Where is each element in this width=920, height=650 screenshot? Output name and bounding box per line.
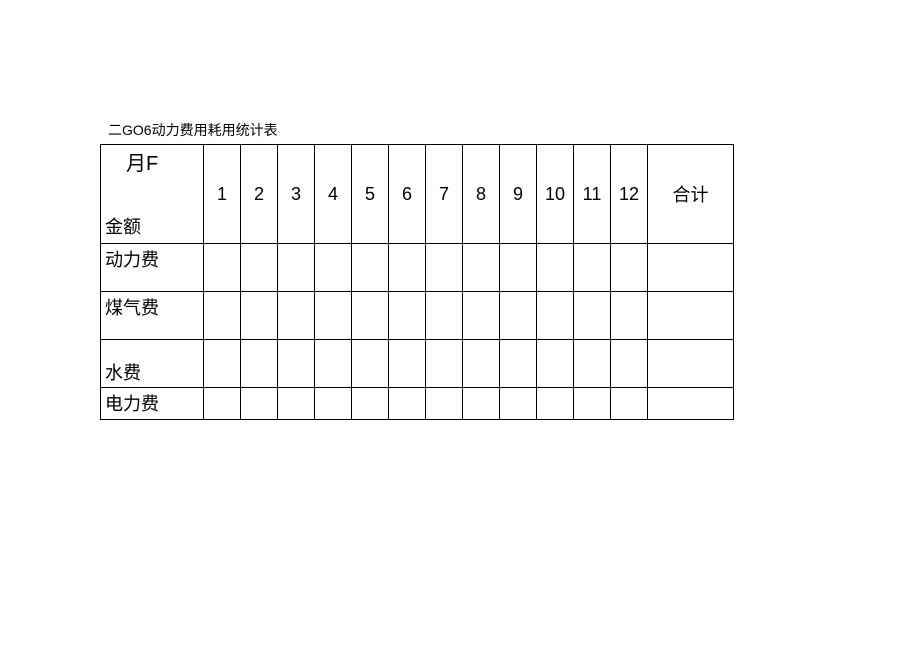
data-cell	[611, 388, 648, 420]
month-header: 5	[352, 145, 389, 244]
data-cell	[389, 244, 426, 292]
data-cell	[500, 244, 537, 292]
data-cell	[204, 244, 241, 292]
data-cell	[574, 244, 611, 292]
data-cell	[537, 292, 574, 340]
row-label: 电力费	[101, 388, 204, 420]
data-cell	[574, 292, 611, 340]
table-row: 动力费	[101, 244, 734, 292]
month-header: 4	[315, 145, 352, 244]
data-cell	[426, 388, 463, 420]
data-cell	[315, 340, 352, 388]
data-cell	[611, 340, 648, 388]
data-cell	[500, 388, 537, 420]
data-cell	[278, 292, 315, 340]
table-row: 水费	[101, 340, 734, 388]
data-cell	[241, 292, 278, 340]
month-header: 1	[204, 145, 241, 244]
data-cell	[537, 244, 574, 292]
data-cell	[278, 244, 315, 292]
data-cell	[241, 388, 278, 420]
data-cell	[278, 340, 315, 388]
data-cell	[389, 340, 426, 388]
month-header: 12	[611, 145, 648, 244]
data-cell	[241, 340, 278, 388]
data-cell	[389, 388, 426, 420]
data-cell	[204, 292, 241, 340]
data-cell	[315, 244, 352, 292]
table-row: 煤气费	[101, 292, 734, 340]
total-header: 合计	[648, 145, 734, 244]
data-cell	[574, 388, 611, 420]
row-label: 煤气费	[101, 292, 204, 340]
month-header: 8	[463, 145, 500, 244]
month-header: 7	[426, 145, 463, 244]
total-cell	[648, 388, 734, 420]
data-cell	[537, 388, 574, 420]
data-cell	[537, 340, 574, 388]
header-row: 月F 金额 1 2 3 4 5 6 7 8 9 10 11 12 合计	[101, 145, 734, 244]
table-title: 二GO6动力费用耗用统计表	[100, 120, 734, 140]
data-cell	[204, 340, 241, 388]
corner-top-label: 月F	[126, 147, 158, 176]
total-cell	[648, 292, 734, 340]
data-cell	[426, 340, 463, 388]
corner-cell: 月F 金额	[101, 145, 204, 244]
data-cell	[315, 388, 352, 420]
month-header: 9	[500, 145, 537, 244]
month-header: 3	[278, 145, 315, 244]
data-cell	[574, 340, 611, 388]
total-cell	[648, 244, 734, 292]
data-cell	[389, 292, 426, 340]
data-cell	[463, 244, 500, 292]
data-cell	[500, 292, 537, 340]
month-header: 10	[537, 145, 574, 244]
expense-table: 月F 金额 1 2 3 4 5 6 7 8 9 10 11 12 合计 动力费	[100, 144, 734, 420]
data-cell	[352, 388, 389, 420]
corner-bottom-label: 金额	[105, 213, 141, 239]
data-cell	[463, 292, 500, 340]
data-cell	[463, 340, 500, 388]
month-header: 2	[241, 145, 278, 244]
data-cell	[426, 292, 463, 340]
data-cell	[463, 388, 500, 420]
data-cell	[204, 388, 241, 420]
data-cell	[352, 340, 389, 388]
data-cell	[352, 292, 389, 340]
total-cell	[648, 340, 734, 388]
month-header: 11	[574, 145, 611, 244]
row-label: 动力费	[101, 244, 204, 292]
data-cell	[500, 340, 537, 388]
table-row: 电力费	[101, 388, 734, 420]
data-cell	[278, 388, 315, 420]
data-cell	[352, 244, 389, 292]
data-cell	[611, 292, 648, 340]
data-cell	[315, 292, 352, 340]
table-container: 二GO6动力费用耗用统计表 月F 金额 1 2 3 4 5 6 7 8 9 10…	[100, 120, 734, 420]
data-cell	[426, 244, 463, 292]
data-cell	[611, 244, 648, 292]
row-label: 水费	[101, 340, 204, 388]
data-cell	[241, 244, 278, 292]
month-header: 6	[389, 145, 426, 244]
